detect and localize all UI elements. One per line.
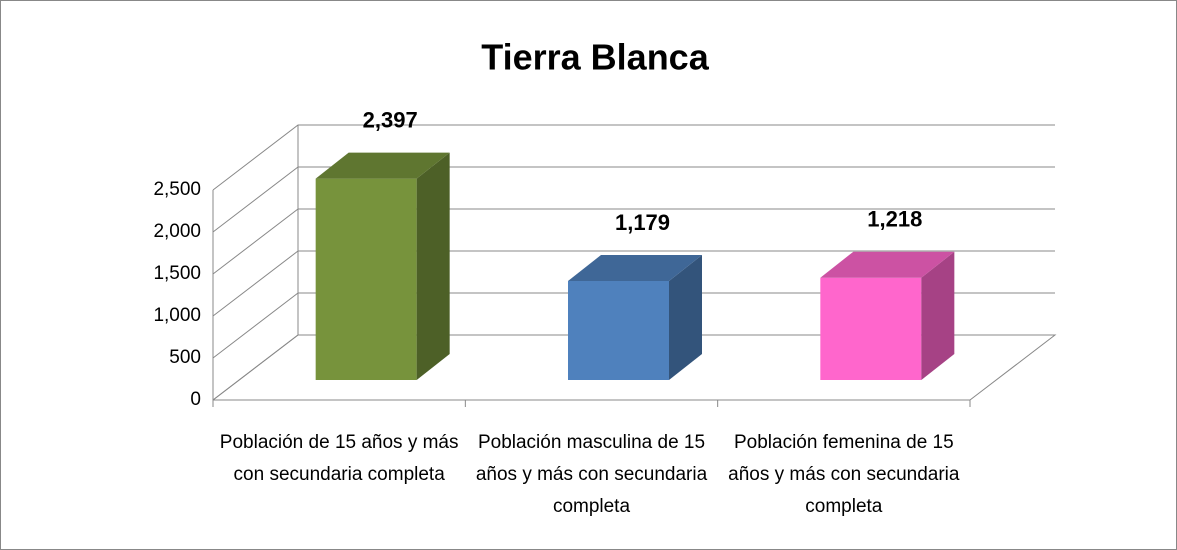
grid-line <box>212 166 1055 233</box>
chart-title: Tierra Blanca <box>481 37 709 78</box>
bar-front <box>568 280 669 380</box>
y-tick-label: 1,500 <box>153 263 201 284</box>
bar-top <box>568 254 702 281</box>
value-label: 1,218 <box>867 207 922 232</box>
grid-line <box>212 292 1055 359</box>
x-tick-label: Población femenina de 15 años y más con … <box>728 432 960 517</box>
bar-top <box>315 152 450 179</box>
x-tick-label: Población masculina de 15 años y más con… <box>475 432 708 517</box>
bar <box>568 254 702 380</box>
bar-side <box>416 152 450 380</box>
y-tick-label: 500 <box>169 347 201 368</box>
bar-side <box>669 254 702 380</box>
bar-top <box>820 251 955 278</box>
bar-front <box>315 178 417 380</box>
grid-line <box>212 250 1055 317</box>
value-label: 2,397 <box>363 107 418 132</box>
value-label: 1,179 <box>615 210 670 235</box>
y-tick-label: 0 <box>190 389 201 410</box>
bar <box>315 152 450 380</box>
y-tick-label: 2,500 <box>153 179 201 200</box>
x-tick-label: Población de 15 años y más con secundari… <box>219 432 459 485</box>
grid-line <box>212 334 1055 401</box>
bar-side <box>921 251 955 380</box>
y-tick-label: 1,000 <box>153 305 201 326</box>
grid-line <box>212 208 1055 275</box>
bar <box>820 251 955 380</box>
y-tick-label: 2,000 <box>153 221 201 242</box>
grid-line <box>212 124 1055 191</box>
bar-front <box>820 277 922 380</box>
